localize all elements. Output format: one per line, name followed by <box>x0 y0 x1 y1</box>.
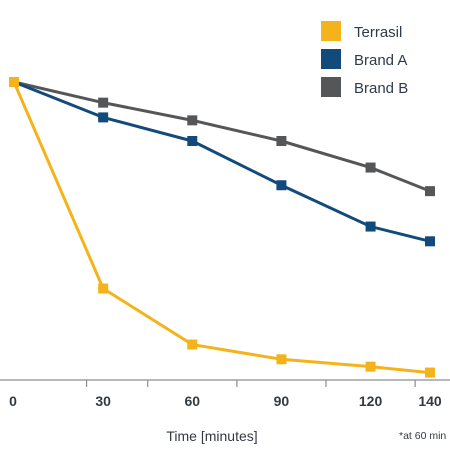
x-tick-label: 60 <box>184 393 200 409</box>
legend-label-terrasil: Terrasil <box>354 24 402 41</box>
data-point <box>276 180 287 191</box>
data-point <box>425 367 435 378</box>
x-tick-label: 0 <box>9 393 17 409</box>
series-terrasil <box>9 77 435 378</box>
series-line-brand-b <box>13 80 431 193</box>
data-point <box>365 162 376 173</box>
data-point <box>98 112 109 123</box>
x-tick-label: 30 <box>95 393 111 409</box>
series-layer <box>9 77 435 378</box>
data-point <box>187 136 198 146</box>
series-line-terrasil <box>12 81 431 375</box>
data-point <box>187 339 198 350</box>
data-point <box>365 221 376 232</box>
data-point <box>9 77 19 87</box>
legend-swatch-terrasil <box>321 21 341 41</box>
x-tick-label: 140 <box>418 393 442 409</box>
x-axis-title: Time [minutes] <box>166 428 257 444</box>
legend: Terrasil Brand A Brand B <box>321 21 408 97</box>
data-point <box>276 354 287 365</box>
data-point <box>187 115 198 126</box>
footnote: *at 60 min <box>399 430 446 442</box>
data-point <box>276 136 287 146</box>
data-point <box>425 236 435 247</box>
data-point <box>98 283 109 294</box>
data-point <box>425 186 435 197</box>
x-tick-label: 120 <box>359 393 383 409</box>
x-tick-label: 90 <box>274 393 290 409</box>
legend-label-brand-a: Brand A <box>354 52 407 69</box>
legend-swatch-brand-b <box>321 77 341 97</box>
legend-label-brand-b: Brand B <box>354 80 408 97</box>
series-line-brand-a <box>13 80 431 243</box>
x-axis: 0 30 60 90 120 140 <box>0 379 450 409</box>
data-point <box>365 361 376 372</box>
legend-swatch-brand-a <box>321 49 341 69</box>
data-point <box>98 97 109 108</box>
